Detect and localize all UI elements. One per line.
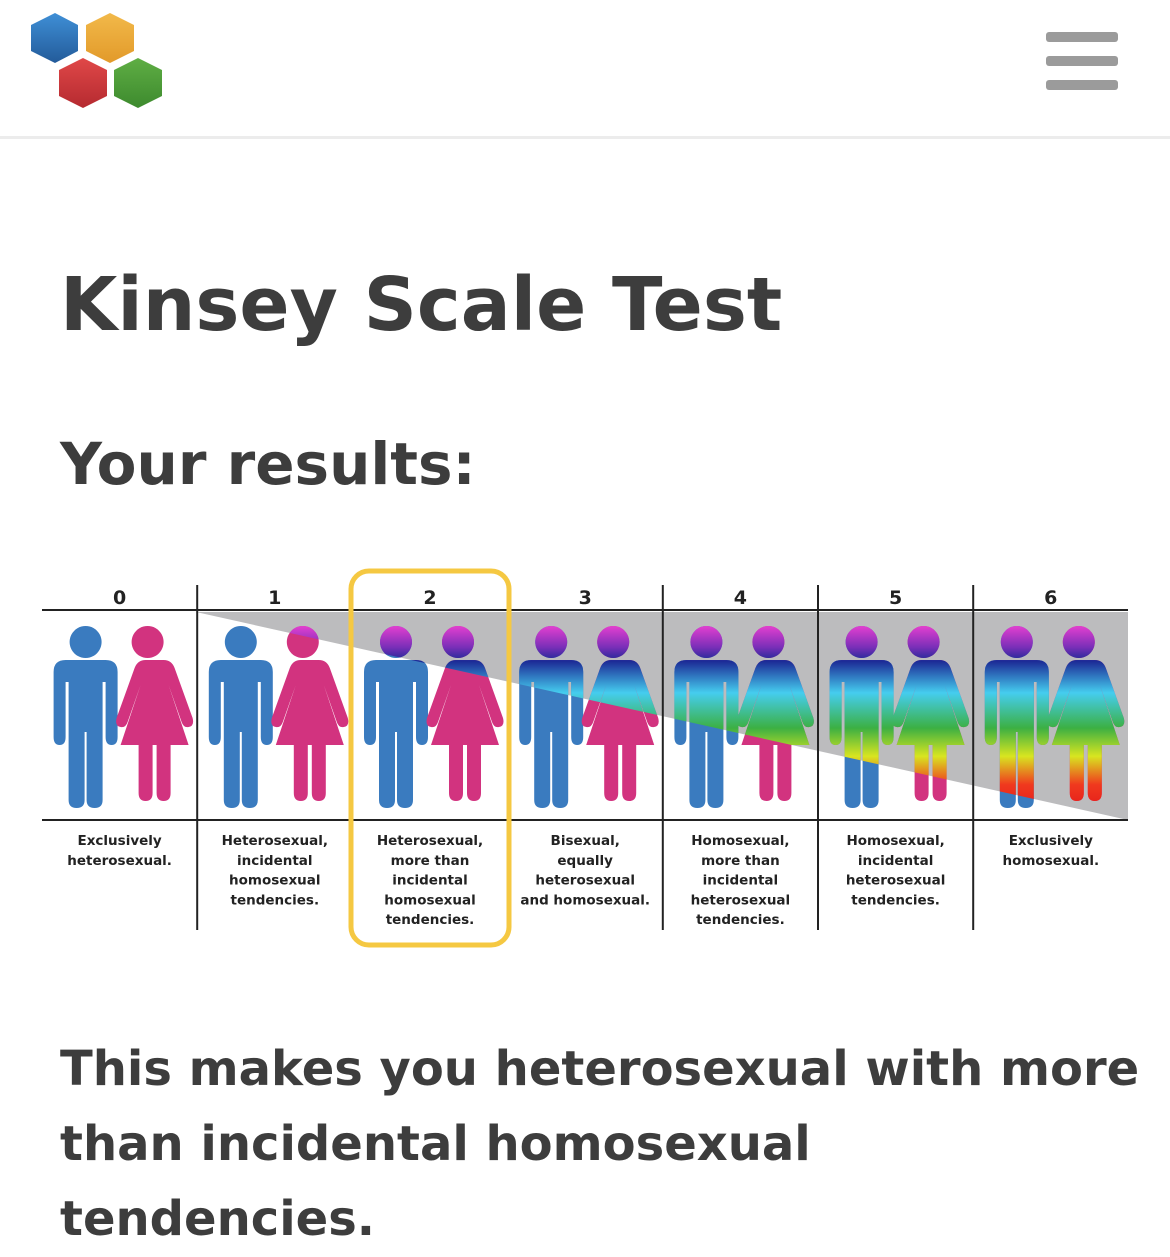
scale-label-line: incidental bbox=[237, 853, 313, 869]
scale-label-line: heterosexual. bbox=[67, 853, 172, 869]
scale-label-line: Heterosexual, bbox=[377, 833, 483, 849]
scale-column-0: 0 Exclusively heterosexual. bbox=[53, 587, 194, 869]
scale-label-line: incidental bbox=[703, 873, 779, 889]
hexagon-logo[interactable] bbox=[28, 10, 168, 116]
hamburger-menu-icon[interactable] bbox=[1046, 32, 1118, 92]
scale-label-line: homosexual. bbox=[1002, 853, 1099, 869]
scale-label-line: heterosexual bbox=[535, 873, 635, 889]
scale-label-line: Homosexual, bbox=[846, 833, 944, 849]
scale-label-line: tendencies. bbox=[230, 892, 319, 908]
scale-number: 3 bbox=[579, 587, 592, 609]
scale-label-line: Heterosexual, bbox=[222, 833, 328, 849]
scale-label-line: tendencies. bbox=[386, 912, 475, 928]
scale-label-line: incidental bbox=[858, 853, 934, 869]
results-heading: Your results: bbox=[60, 430, 476, 498]
kinsey-scale-graphic: 0 Exclusively heterosexual. 1 Heterosexual, i… bbox=[42, 568, 1128, 948]
scale-column-1: 1 Heterosexual, incidental homosexual tenden… bbox=[196, 585, 349, 930]
page-title: Kinsey Scale Test bbox=[60, 262, 783, 348]
scale-number: 6 bbox=[1044, 587, 1057, 609]
scale-label-line: tendencies. bbox=[696, 912, 785, 928]
scale-column-6: 6 Exclusively homosexual. bbox=[972, 585, 1125, 930]
scale-label-line: homosexual bbox=[384, 892, 475, 908]
scale-number: 0 bbox=[113, 587, 126, 609]
scale-label-line: heterosexual bbox=[691, 892, 791, 908]
scale-label-line: heterosexual bbox=[846, 873, 946, 889]
scale-number: 4 bbox=[734, 587, 747, 609]
scale-label-line: Exclusively bbox=[77, 833, 161, 849]
scale-number: 5 bbox=[889, 587, 902, 609]
female-figure-icon bbox=[116, 626, 194, 801]
scale-label-line: homosexual bbox=[229, 873, 320, 889]
male-figure-icon bbox=[53, 626, 118, 808]
scale-column-5: 5 Homosexual, incidental heterosexual tenden… bbox=[817, 585, 970, 930]
scale-label-line: equally bbox=[557, 853, 613, 869]
scale-label-line: more than bbox=[391, 853, 470, 869]
selected-result-highlight bbox=[348, 568, 512, 948]
scale-number: 1 bbox=[268, 587, 281, 609]
female-figure-icon bbox=[271, 626, 349, 801]
scale-column-4: 4 Homosexual, more than incidental heterosex… bbox=[661, 585, 814, 930]
scale-label-line: tendencies. bbox=[851, 892, 940, 908]
scale-label-line: incidental bbox=[392, 873, 468, 889]
male-figure-icon bbox=[208, 626, 273, 808]
scale-label-line: more than bbox=[701, 853, 780, 869]
scale-label-line: Bisexual, bbox=[551, 833, 620, 849]
result-description: This makes you heterosexual with more th… bbox=[60, 1041, 1140, 1247]
scale-label-line: Exclusively bbox=[1009, 833, 1093, 849]
scale-label-line: and homosexual. bbox=[520, 892, 650, 908]
site-header bbox=[0, 0, 1170, 139]
scale-number: 2 bbox=[423, 587, 436, 609]
scale-label-line: Homosexual, bbox=[691, 833, 789, 849]
